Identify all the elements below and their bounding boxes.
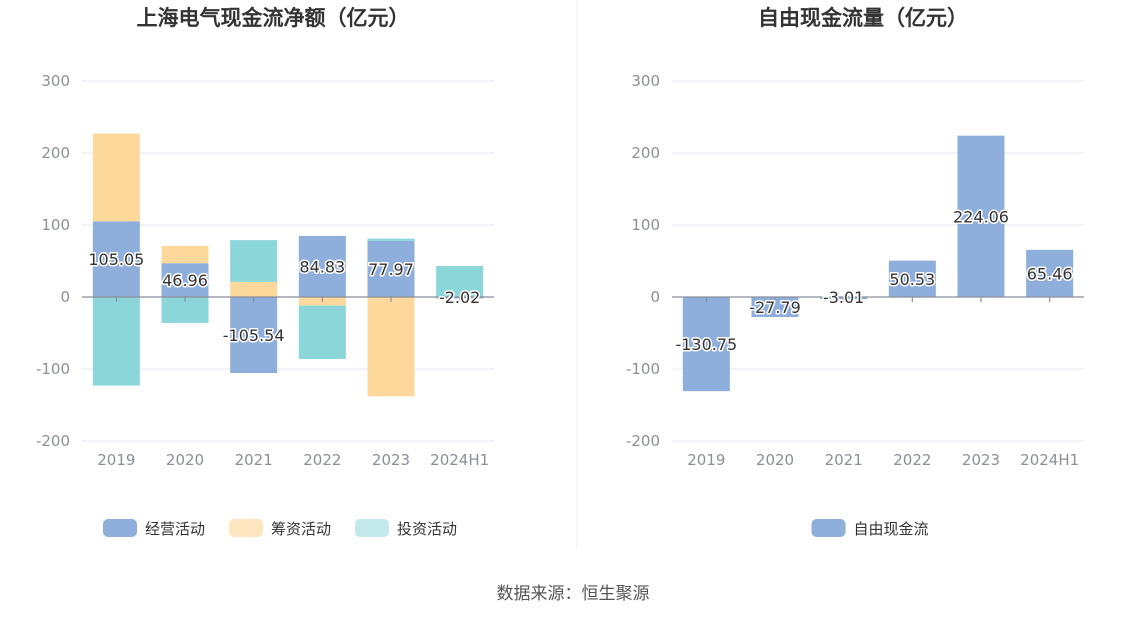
bar-fcf[interactable]: [1026, 249, 1074, 297]
chart-title: 上海电气现金流净额（亿元）: [137, 6, 410, 30]
free-cashflow-chart: 自由现金流量（亿元） 300 200 100 0 -100 -200 2019 2020 202…: [626, 6, 1084, 538]
x-tick-label: 2020: [756, 451, 794, 469]
bar-fcf[interactable]: [888, 260, 936, 297]
y-tick-label: -100: [36, 360, 70, 378]
bar-operating[interactable]: [367, 240, 415, 297]
legend-swatch: [355, 519, 389, 537]
y-tick-label: 0: [650, 288, 660, 306]
bar-investing[interactable]: [367, 238, 415, 241]
x-tick-label: 2021: [825, 451, 863, 469]
bar-fcf[interactable]: [957, 135, 1005, 297]
x-tick-label: 2023: [372, 451, 410, 469]
y-tick-label: -100: [626, 360, 660, 378]
x-tick-label: 2021: [235, 451, 273, 469]
bar-financing[interactable]: [230, 281, 278, 297]
x-tick-label: 2024H1: [430, 451, 489, 469]
bar-fcf[interactable]: [751, 297, 799, 318]
x-tick-label: 2020: [166, 451, 204, 469]
legend-item-operating[interactable]: 经营活动: [103, 519, 205, 538]
data-label: -3.01: [823, 288, 864, 307]
legend-item-fcf[interactable]: 自由现金流: [811, 519, 929, 538]
y-tick-label: 200: [41, 144, 70, 162]
x-tick-label: 2024H1: [1020, 451, 1079, 469]
data-label: -27.79: [749, 298, 801, 317]
y-tick-label: -200: [36, 432, 70, 450]
chart-title: 自由现金流量（亿元）: [758, 6, 968, 30]
legend-item-investing[interactable]: 投资活动: [355, 519, 457, 538]
data-source-caption: 数据来源：恒生聚源: [497, 584, 650, 604]
legend-swatch: [103, 519, 137, 537]
bar-operating[interactable]: [92, 221, 140, 297]
legend-swatch: [811, 519, 846, 537]
data-label: 105.05: [88, 250, 144, 269]
bar-investing[interactable]: [230, 240, 278, 282]
legend-label: 筹资活动: [271, 520, 331, 538]
x-tick-label: 2022: [303, 451, 341, 469]
x-tick-label: 2023: [962, 451, 1000, 469]
y-tick-label: 100: [41, 216, 70, 234]
bar-financing[interactable]: [367, 297, 415, 397]
bar-fcf[interactable]: [682, 297, 730, 392]
bar-investing[interactable]: [298, 305, 346, 359]
data-label: -130.75: [675, 335, 737, 354]
y-tick-label: 0: [60, 288, 70, 306]
data-label: -105.54: [223, 326, 285, 345]
data-label: -2.02: [439, 288, 480, 307]
bar-investing[interactable]: [436, 266, 484, 297]
x-tick-label: 2019: [97, 451, 135, 469]
bar-operating[interactable]: [161, 263, 209, 297]
legend-label: 经营活动: [145, 520, 205, 538]
x-tick-label: 2022: [893, 451, 931, 469]
bar-investing[interactable]: [92, 297, 140, 386]
legend-label: 自由现金流: [854, 520, 929, 538]
data-label: 50.53: [889, 270, 935, 289]
legend-label: 投资活动: [397, 520, 457, 538]
data-label: 77.97: [368, 260, 414, 279]
bar-operating[interactable]: [230, 297, 278, 373]
legend-item-financing[interactable]: 筹资活动: [229, 519, 331, 538]
legend-swatch: [229, 519, 263, 537]
y-tick-label: -200: [626, 432, 660, 450]
data-label: 65.46: [1027, 264, 1073, 283]
data-label: 46.96: [162, 271, 208, 290]
data-label: 224.06: [953, 207, 1009, 226]
bar-operating[interactable]: [298, 235, 346, 297]
cashflow-net-chart: 上海电气现金流净额（亿元） 300 200 100 0 -100 -200 2019 2020…: [36, 6, 494, 538]
bar-financing[interactable]: [161, 245, 209, 264]
y-tick-label: 200: [631, 144, 660, 162]
y-tick-label: 300: [631, 72, 660, 90]
data-label: 84.83: [299, 257, 345, 276]
y-tick-label: 300: [41, 72, 70, 90]
x-tick-label: 2019: [687, 451, 725, 469]
bar-financing[interactable]: [92, 133, 140, 222]
y-tick-label: 100: [631, 216, 660, 234]
